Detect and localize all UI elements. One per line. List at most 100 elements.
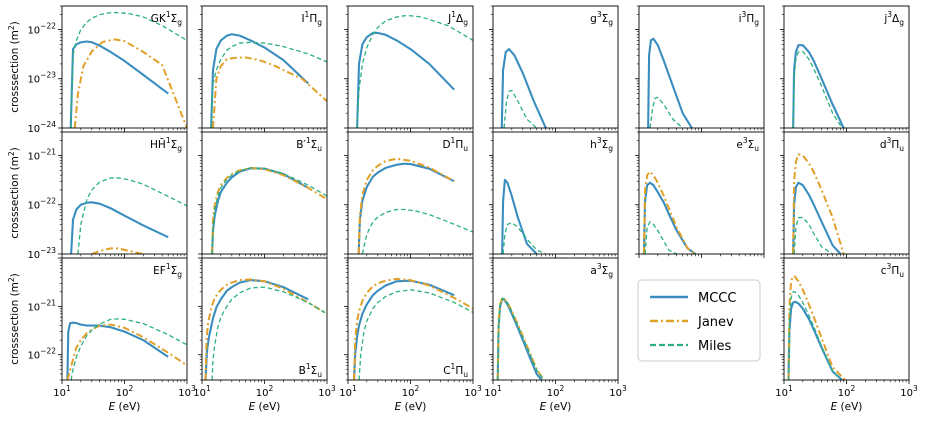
series-line-janev [787, 275, 846, 380]
series-line-miles [792, 50, 843, 128]
series-group [353, 277, 473, 380]
series-line-miles [356, 15, 473, 128]
x-axis-label: E (eV) [540, 401, 572, 413]
series-line-janev [204, 278, 327, 380]
series-line-janev [212, 56, 327, 128]
series-line-mccc [642, 181, 697, 254]
panel-title: c3Πu [881, 262, 904, 279]
series-group [496, 297, 545, 380]
x-tick-label: 103 [464, 384, 482, 399]
series-line-mccc [357, 162, 455, 254]
series-line-mccc [210, 33, 309, 128]
panel-frame [347, 5, 474, 129]
panel-9: h3Σg [489, 131, 619, 258]
panel-14: 101 102 103 E (eV) C1Πu [339, 257, 482, 413]
x-tick-label: 102 [256, 384, 274, 399]
panel-frame [492, 257, 619, 381]
series-line-miles [361, 208, 473, 254]
series-group [647, 37, 693, 128]
series-line-miles [649, 96, 684, 128]
panel-2: J1Δg [344, 5, 474, 132]
panel-title: B′1Σu [296, 136, 322, 153]
panel-6: 10−23 10−22 10−21 crosssection (m2) HH̄1Σg [7, 131, 188, 261]
series-line-mccc [496, 298, 543, 380]
series-group [642, 170, 697, 254]
series-group [501, 178, 547, 254]
series-line-janev [353, 277, 473, 380]
series-line-miles [503, 89, 538, 128]
y-tick-label: 10−23 [27, 246, 56, 261]
legend-label-miles: Miles [698, 339, 731, 354]
series-line-miles [787, 291, 843, 380]
series-line-miles [497, 297, 545, 380]
x-tick-label: 101 [775, 384, 793, 399]
panel-8: D1Πu [344, 131, 474, 258]
series-line-miles [211, 286, 327, 380]
series-group [792, 153, 845, 254]
panel-title: j3Δg [883, 10, 904, 27]
series-line-mccc [792, 181, 842, 254]
series-group [211, 166, 327, 254]
panel-title: B1Σu [299, 362, 323, 379]
panel-16: 101 102 103 E (eV) c3Πu [775, 257, 918, 413]
series-group [500, 48, 547, 128]
series-group [787, 275, 846, 380]
y-axis-label: crosssection (m2) [7, 21, 21, 113]
series-group [792, 44, 845, 128]
panel-title: GK1Σg [151, 10, 182, 27]
series-line-miles [210, 41, 327, 128]
series-line-miles [70, 11, 187, 128]
series-line-janev [642, 170, 697, 254]
x-tick-label: 103 [318, 384, 336, 399]
legend: MCCC Janev Miles [637, 279, 761, 362]
x-tick-label: 102 [838, 384, 856, 399]
x-tick-label: 103 [178, 384, 196, 399]
panel-title: d3Πu [880, 136, 904, 153]
panel-4: i3Πg [635, 5, 765, 132]
series-line-janev [357, 157, 455, 254]
series-line-janev [496, 297, 545, 380]
series-line-miles [211, 167, 327, 254]
series-line-mccc [70, 201, 169, 254]
series-group [357, 157, 473, 254]
series-line-mccc [792, 44, 845, 128]
x-tick-label: 101 [193, 384, 211, 399]
panel-title: C1Πu [443, 362, 468, 379]
series-line-miles [77, 177, 187, 254]
x-tick-label: 101 [339, 384, 357, 399]
panel-title: e3Σu [736, 136, 759, 153]
panel-15: 101 102 103 E (eV) a3Σg [484, 257, 627, 413]
x-tick-label: 101 [484, 384, 502, 399]
series-line-janev [211, 166, 327, 254]
panel-title: EF1Σg [153, 262, 182, 279]
series-line-janev [66, 323, 187, 380]
panel-frame [61, 5, 188, 129]
panel-title: g3Σg [590, 10, 613, 27]
panel-title: D1Πu [442, 136, 468, 153]
legend-frame [637, 279, 761, 362]
series-line-miles [793, 216, 833, 254]
series-group [70, 177, 187, 254]
series-line-mccc [647, 37, 693, 128]
series-line-janev [73, 38, 187, 128]
y-tick-label: 10−21 [27, 298, 56, 313]
panel-12: 10−22 10−21 101 102 103 E (eV) crosssection (m… [7, 257, 196, 413]
panel-frame [783, 131, 910, 255]
y-tick-label: 10−22 [27, 347, 56, 362]
y-axis-label: crosssection (m2) [7, 147, 21, 239]
x-tick-label: 102 [402, 384, 420, 399]
series-group [210, 33, 327, 128]
series-line-mccc [500, 48, 547, 128]
panel-frame [638, 5, 765, 129]
panel-title: HH̄1Σg [150, 136, 182, 153]
panel-title: h3Σg [590, 136, 613, 153]
legend-label-janev: Janev [697, 315, 734, 330]
panel-title: J1Δg [447, 10, 468, 27]
series-line-miles [644, 221, 677, 254]
panel-frame [61, 131, 188, 255]
series-line-mccc [66, 321, 169, 380]
x-tick-label: 103 [609, 384, 627, 399]
x-tick-label: 102 [116, 384, 134, 399]
series-group [356, 15, 473, 128]
